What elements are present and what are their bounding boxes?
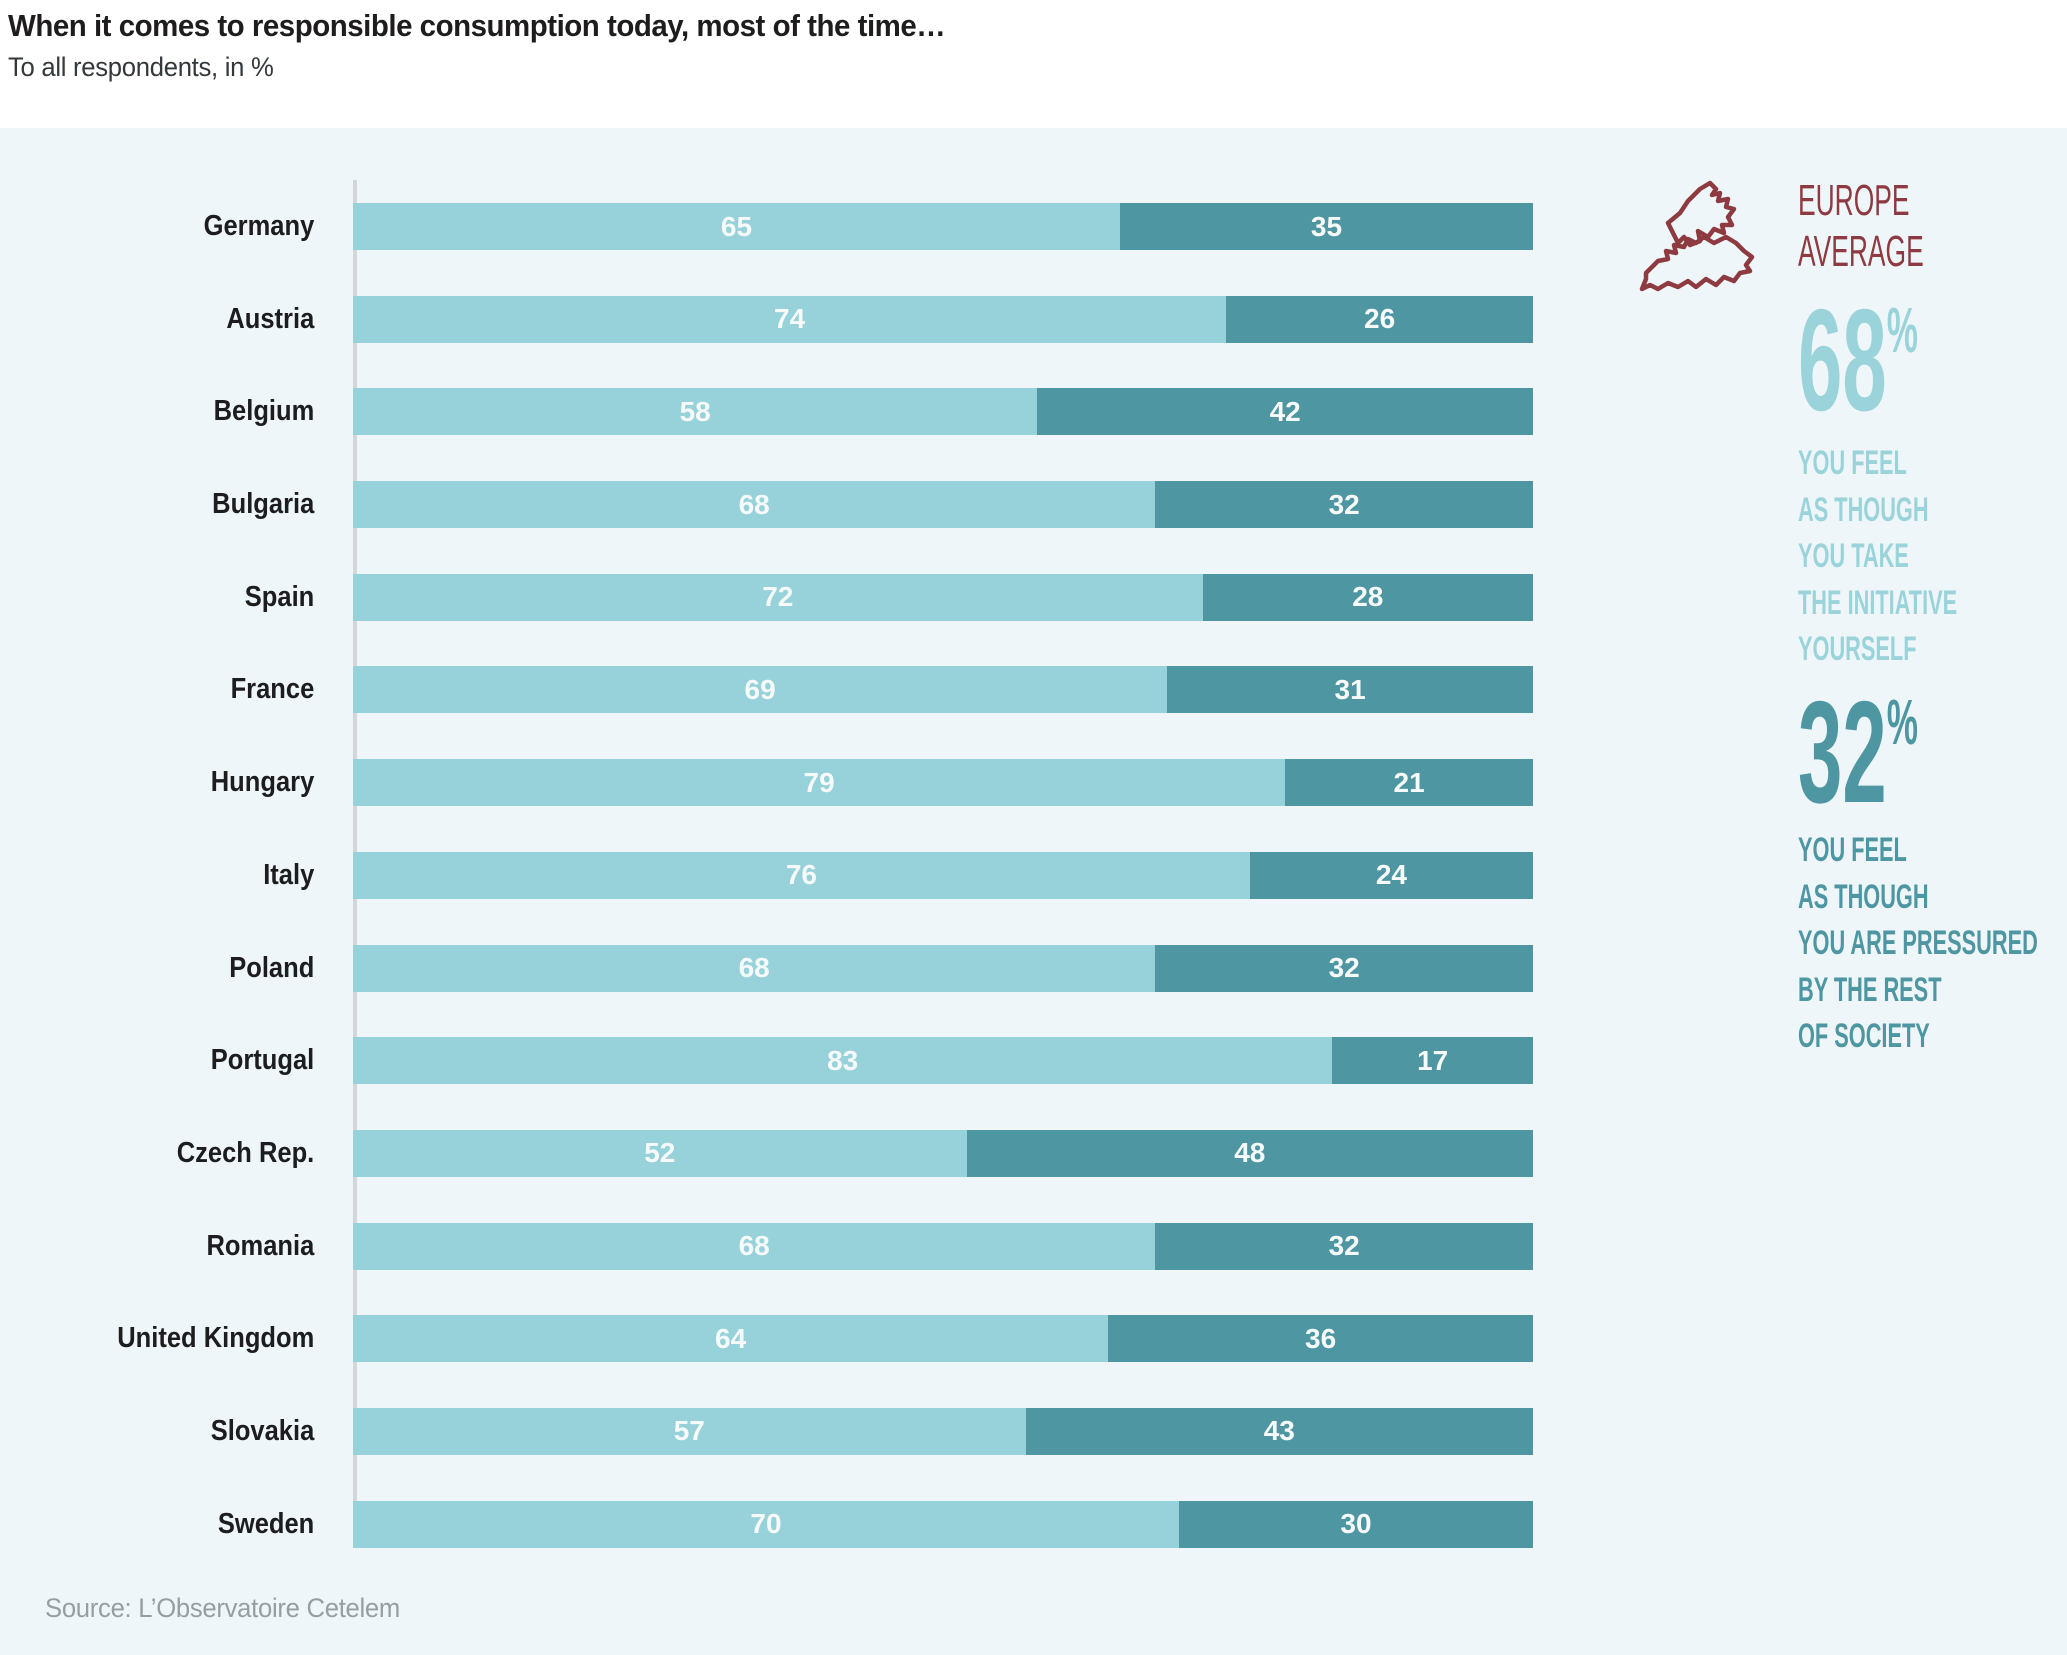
europe-map-icon: [1639, 180, 1755, 292]
stacked-bar: 68 32: [353, 944, 1533, 992]
initiative-average-value: 68%: [1798, 288, 1918, 433]
stacked-bar: 58 42: [353, 388, 1533, 436]
country-label: France: [230, 673, 315, 706]
pressured-segment: 42: [1037, 388, 1533, 436]
initiative-segment: 70: [353, 1500, 1179, 1548]
europe-average-label: EUROPE AVERAGE: [1798, 175, 1924, 277]
initiative-segment: 69: [353, 666, 1168, 714]
initiative-segment: 68: [353, 1222, 1156, 1270]
initiative-average-number: 68: [1798, 279, 1887, 441]
country-label: Poland: [229, 951, 315, 984]
country-label: Germany: [203, 210, 315, 242]
initiative-segment: 52: [353, 1129, 967, 1177]
pressured-segment: 48: [966, 1129, 1533, 1177]
stacked-bar: 83 17: [353, 1037, 1533, 1085]
pressured-average-percent-sign: %: [1886, 686, 1919, 758]
stacked-bar: 68 32: [353, 481, 1533, 529]
pressured-segment: 26: [1226, 295, 1533, 343]
bar-row: Poland 68 32: [0, 944, 1540, 992]
bar-row: Bulgaria 68 32: [0, 481, 1540, 529]
initiative-segment: 65: [353, 203, 1120, 250]
country-label: Czech Rep.: [176, 1136, 315, 1169]
stacked-bar: 72 28: [353, 573, 1533, 621]
pressured-segment: 43: [1025, 1407, 1533, 1455]
pressured-segment: 36: [1108, 1315, 1533, 1363]
country-label: Bulgaria: [212, 488, 315, 521]
stacked-bar: 64 36: [353, 1315, 1533, 1363]
stacked-bar: 70 30: [353, 1500, 1533, 1548]
country-label: Belgium: [213, 395, 315, 428]
initiative-segment: 64: [353, 1315, 1109, 1363]
stacked-bar: 65 35: [353, 203, 1533, 250]
pressured-segment: 32: [1155, 481, 1533, 529]
source-note: Source: L’Observatoire Cetelem: [45, 1593, 401, 1623]
initiative-segment: 57: [353, 1407, 1026, 1455]
bar-row: Slovakia 57 43: [0, 1407, 1540, 1455]
stacked-bar: 69 31: [353, 666, 1533, 714]
bar-row: Hungary 79 21: [0, 759, 1540, 807]
stacked-bar: 52 48: [353, 1129, 1533, 1177]
country-label: Sweden: [217, 1507, 315, 1540]
pressured-segment: 31: [1167, 666, 1533, 714]
pressured-segment: 32: [1155, 1222, 1533, 1270]
pressured-segment: 32: [1155, 944, 1533, 992]
initiative-segment: 79: [353, 759, 1286, 807]
initiative-average-percent-sign: %: [1886, 294, 1919, 366]
initiative-segment: 74: [353, 295, 1227, 343]
bar-row: Spain 72 28: [0, 573, 1540, 621]
country-label: Romania: [206, 1229, 315, 1262]
page-title: When it comes to responsible consumption…: [8, 8, 946, 43]
bar-row: Italy 76 24: [0, 851, 1540, 899]
page-subtitle: To all respondents, in %: [8, 52, 274, 82]
bar-row: Czech Rep. 52 48: [0, 1129, 1540, 1177]
country-label: Hungary: [210, 766, 315, 799]
pressured-segment: 28: [1202, 573, 1533, 621]
country-label: Portugal: [210, 1044, 315, 1077]
initiative-segment: 68: [353, 944, 1156, 992]
pressured-segment: 24: [1249, 851, 1533, 899]
stacked-bar: 68 32: [353, 1222, 1533, 1270]
pressured-average-number: 32: [1798, 671, 1887, 833]
europe-average-label-line1: EUROPE: [1798, 176, 1910, 225]
stacked-bar: 57 43: [353, 1407, 1533, 1455]
stacked-bar: 79 21: [353, 759, 1533, 807]
initiative-legend-text: YOU FEEL AS THOUGH YOU TAKE THE INITIATIVE Y…: [1798, 444, 1958, 668]
country-label: Spain: [244, 580, 315, 613]
bar-row: Portugal 83 17: [0, 1037, 1540, 1085]
pressured-segment: 30: [1179, 1500, 1533, 1548]
bar-row: Austria 74 26: [0, 295, 1540, 343]
initiative-segment: 58: [353, 388, 1038, 436]
bar-row: Belgium 58 42: [0, 388, 1540, 436]
country-label: United Kingdom: [117, 1322, 315, 1355]
initiative-segment: 76: [353, 851, 1250, 899]
pressured-segment: 17: [1332, 1037, 1533, 1085]
country-label: Italy: [263, 858, 315, 891]
bar-rows: Germany 65 35 Austria 74 26 Belgium 58 4…: [0, 203, 1540, 1593]
bar-row: Germany 65 35: [0, 203, 1540, 250]
initiative-segment: 72: [353, 573, 1203, 621]
stacked-bar: 74 26: [353, 295, 1533, 343]
pressured-segment: 35: [1120, 203, 1533, 250]
bar-row: United Kingdom 64 36: [0, 1315, 1540, 1363]
pressured-legend-text: YOU FEEL AS THOUGH YOU ARE PRESSURED BY THE…: [1798, 831, 2038, 1055]
pressured-average-value: 32%: [1798, 680, 1918, 825]
bar-row: Sweden 70 30: [0, 1500, 1540, 1548]
initiative-segment: 68: [353, 481, 1156, 529]
stacked-bar: 76 24: [353, 851, 1533, 899]
header: When it comes to responsible consumption…: [0, 0, 2067, 128]
country-label: Austria: [226, 302, 315, 335]
bar-row: Romania 68 32: [0, 1222, 1540, 1270]
pressured-segment: 21: [1285, 759, 1533, 807]
bar-row: France 69 31: [0, 666, 1540, 714]
country-label: Slovakia: [210, 1414, 315, 1447]
initiative-segment: 83: [353, 1037, 1333, 1085]
europe-average-label-line2: AVERAGE: [1798, 227, 1924, 276]
